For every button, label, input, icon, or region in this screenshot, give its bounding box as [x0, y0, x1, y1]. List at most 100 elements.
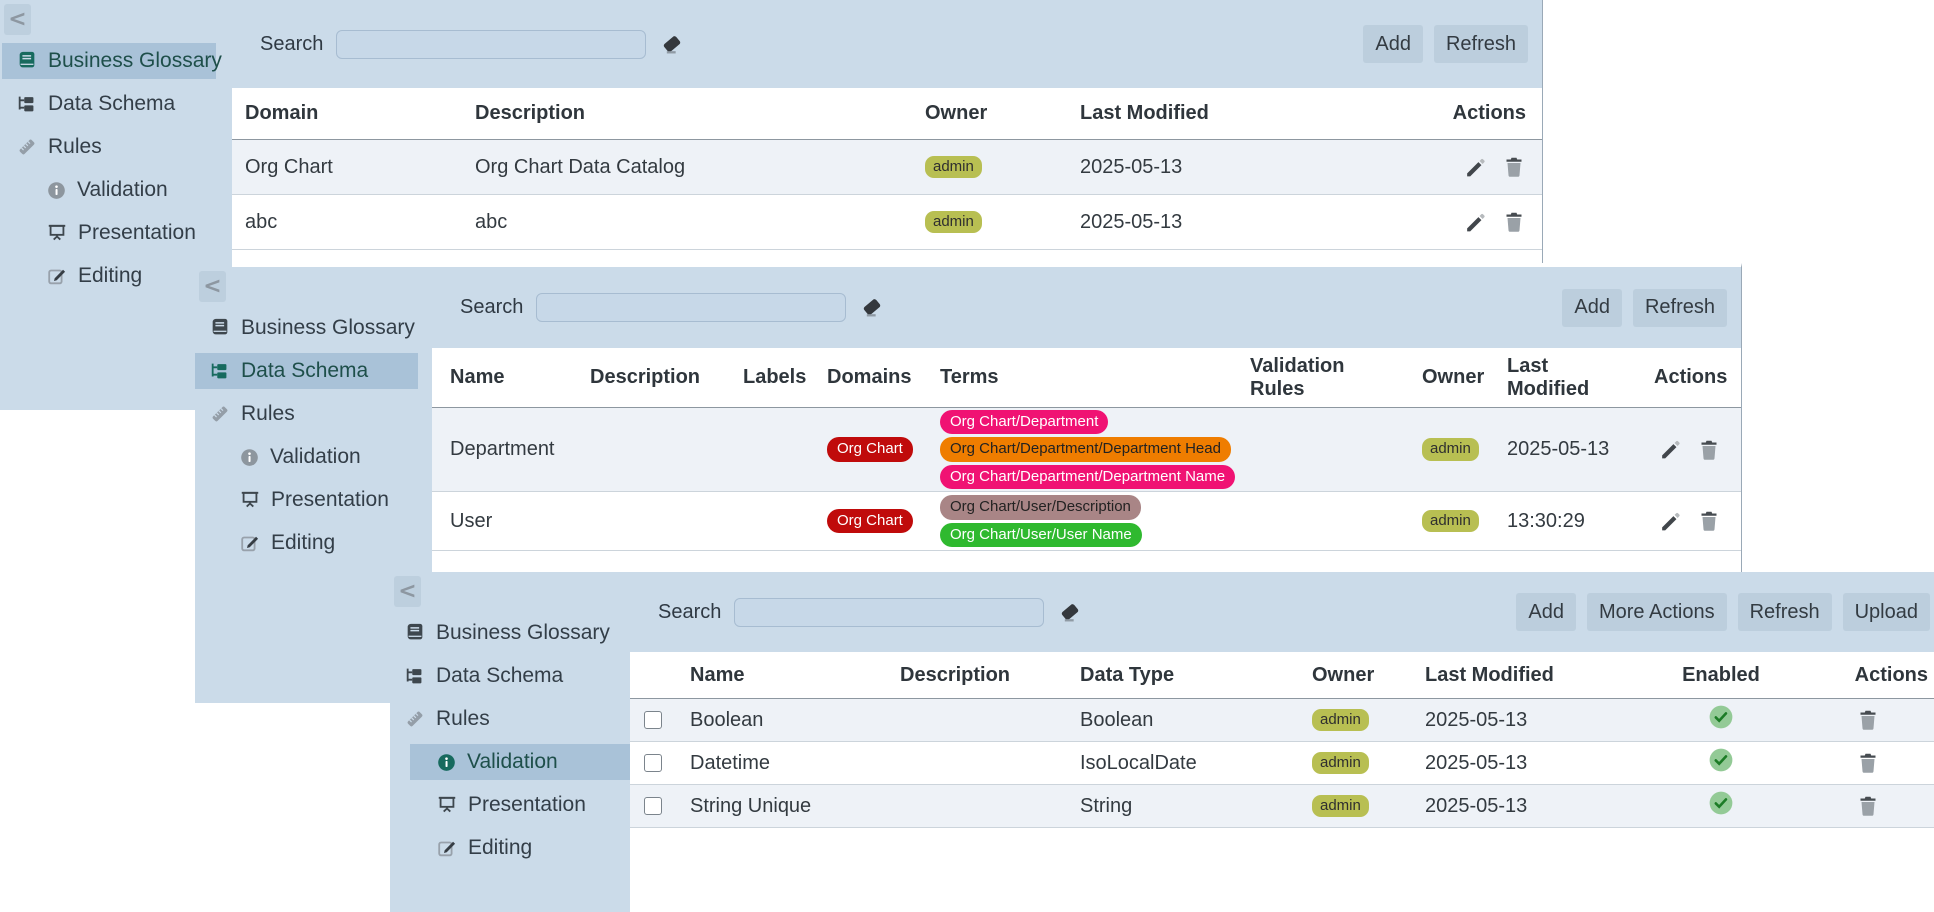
- delete-button[interactable]: [1856, 708, 1880, 732]
- trash-icon: [1860, 710, 1875, 730]
- description-cell: Org Chart Data Catalog: [475, 155, 686, 178]
- column-header-last-modified: Last Modified: [1507, 354, 1590, 400]
- sidebar-item-validation[interactable]: Validation: [2, 172, 216, 208]
- clear-search-button[interactable]: [1057, 600, 1082, 625]
- table-row: String Unique String admin 2025-05-13: [630, 785, 1934, 828]
- last-modified-cell: 2025-05-13: [1425, 708, 1528, 731]
- domain-tag: Org Chart: [827, 508, 913, 534]
- search-input[interactable]: [734, 597, 1045, 627]
- sidebar-item-editing[interactable]: Editing: [2, 258, 216, 294]
- delete-button[interactable]: [1502, 155, 1526, 179]
- last-modified-cell: 2025-05-13: [1425, 794, 1528, 817]
- edit-button[interactable]: [1463, 210, 1488, 235]
- sidebar-item-label: Editing: [78, 264, 143, 287]
- edit-button[interactable]: [1658, 437, 1683, 462]
- sidebar-collapse-button[interactable]: <: [4, 4, 31, 35]
- search-input[interactable]: [336, 29, 647, 59]
- delete-button[interactable]: [1697, 438, 1721, 462]
- column-header-last-modified: Last Modified: [1080, 102, 1209, 124]
- sidebar-item-validation[interactable]: Validation: [410, 744, 630, 780]
- sidebar-item-editing[interactable]: Editing: [410, 830, 630, 866]
- search-input[interactable]: [536, 293, 847, 322]
- edit-button[interactable]: [1658, 509, 1683, 534]
- owner-badge: admin: [1422, 438, 1479, 461]
- sidebar-item-label: Business Glossary: [48, 49, 222, 72]
- delete-button[interactable]: [1856, 751, 1880, 775]
- owner-badge: admin: [1312, 708, 1369, 732]
- sidebar-collapse-button[interactable]: <: [199, 271, 226, 302]
- column-header-name: Name: [450, 366, 505, 388]
- sidebar-item-business-glossary[interactable]: Business Glossary: [2, 43, 222, 79]
- sidebar-item-data-schema[interactable]: Data Schema: [390, 658, 630, 694]
- sidebar-item-editing[interactable]: Editing: [195, 525, 418, 561]
- clear-search-button[interactable]: [859, 295, 884, 320]
- refresh-button[interactable]: Refresh: [1737, 593, 1832, 631]
- trash-icon: [1506, 157, 1522, 177]
- sidebar: < Business Glossary Data Schema Rules Va…: [390, 572, 630, 912]
- delete-button[interactable]: [1697, 509, 1721, 533]
- sidebar-item-business-glossary[interactable]: Business Glossary: [390, 615, 630, 651]
- chevron-left-icon: <: [203, 274, 222, 299]
- term-tag: Org Chart/Department/Department Name: [940, 464, 1236, 489]
- clear-search-button[interactable]: [659, 32, 684, 57]
- add-button[interactable]: Add: [1363, 25, 1423, 63]
- pencil-icon: [1662, 440, 1680, 459]
- search-label: Search: [658, 600, 722, 623]
- edit-button[interactable]: [1463, 155, 1488, 180]
- table-header-row: Name Description Labels Domains Terms Va…: [432, 348, 1741, 408]
- sidebar-item-presentation[interactable]: Presentation: [410, 787, 630, 823]
- trash-icon: [1701, 511, 1717, 531]
- name-cell: Department: [450, 438, 555, 460]
- pencil-icon: [1662, 512, 1680, 530]
- book-icon: [404, 622, 426, 644]
- row-checkbox[interactable]: [644, 797, 662, 815]
- upload-button[interactable]: Upload: [1842, 593, 1930, 631]
- more-actions-button[interactable]: More Actions: [1586, 593, 1727, 631]
- column-header-enabled: Enabled: [1682, 663, 1760, 686]
- sidebar-item-data-schema[interactable]: Data Schema: [195, 353, 418, 389]
- sidebar-item-rules[interactable]: Rules: [2, 129, 216, 165]
- ruler-icon: [16, 136, 38, 158]
- sidebar-item-validation[interactable]: Validation: [195, 439, 418, 475]
- eraser-icon: [662, 33, 683, 54]
- refresh-button[interactable]: Refresh: [1632, 288, 1727, 327]
- add-button[interactable]: Add: [1562, 288, 1622, 327]
- column-header-owner: Owner: [925, 102, 988, 124]
- term-tag: Org Chart/Department/Department Head: [940, 437, 1231, 462]
- edit-pencil-square-icon: [239, 532, 261, 554]
- sidebar-item-label: Rules: [241, 402, 295, 425]
- table: Name Description Data Type Owner Last Mo…: [630, 652, 1934, 912]
- table-row: Datetime IsoLocalDate admin 2025-05-13: [630, 742, 1934, 785]
- last-modified-cell: 2025-05-13: [1425, 751, 1528, 774]
- sidebar-item-label: Rules: [436, 707, 490, 730]
- column-header-domain: Domain: [245, 102, 319, 124]
- sidebar-item-label: Presentation: [271, 488, 389, 511]
- sidebar-item-data-schema[interactable]: Data Schema: [2, 86, 216, 122]
- ruler-icon: [404, 708, 426, 730]
- row-checkbox[interactable]: [644, 754, 662, 772]
- delete-button[interactable]: [1502, 210, 1526, 234]
- delete-button[interactable]: [1856, 794, 1880, 818]
- table-row: User Org Chart Org Chart/User/Descriptio…: [432, 492, 1741, 551]
- edit-pencil-square-icon: [436, 837, 458, 859]
- add-button[interactable]: Add: [1516, 593, 1576, 631]
- sidebar-item-rules[interactable]: Rules: [195, 396, 418, 432]
- sidebar-item-label: Editing: [468, 836, 533, 859]
- row-checkbox[interactable]: [644, 711, 662, 729]
- name-cell: Datetime: [690, 751, 771, 774]
- sidebar-item-presentation[interactable]: Presentation: [195, 482, 418, 518]
- domain-tag: Org Chart: [827, 437, 913, 462]
- trash-icon: [1701, 440, 1717, 460]
- owner-badge: admin: [1312, 751, 1369, 775]
- sidebar-item-presentation[interactable]: Presentation: [2, 215, 216, 251]
- refresh-button[interactable]: Refresh: [1433, 25, 1528, 63]
- sidebar-item-rules[interactable]: Rules: [390, 701, 630, 737]
- sidebar-item-business-glossary[interactable]: Business Glossary: [195, 310, 418, 346]
- sidebar-collapse-button[interactable]: <: [394, 576, 421, 607]
- sidebar-item-label: Data Schema: [436, 664, 564, 687]
- trash-icon: [1506, 212, 1522, 232]
- presentation-screen-icon: [239, 489, 261, 511]
- sidebar: < Business Glossary Data Schema Rules Va…: [195, 267, 432, 703]
- book-icon: [209, 317, 231, 339]
- chevron-left-icon: <: [398, 579, 417, 604]
